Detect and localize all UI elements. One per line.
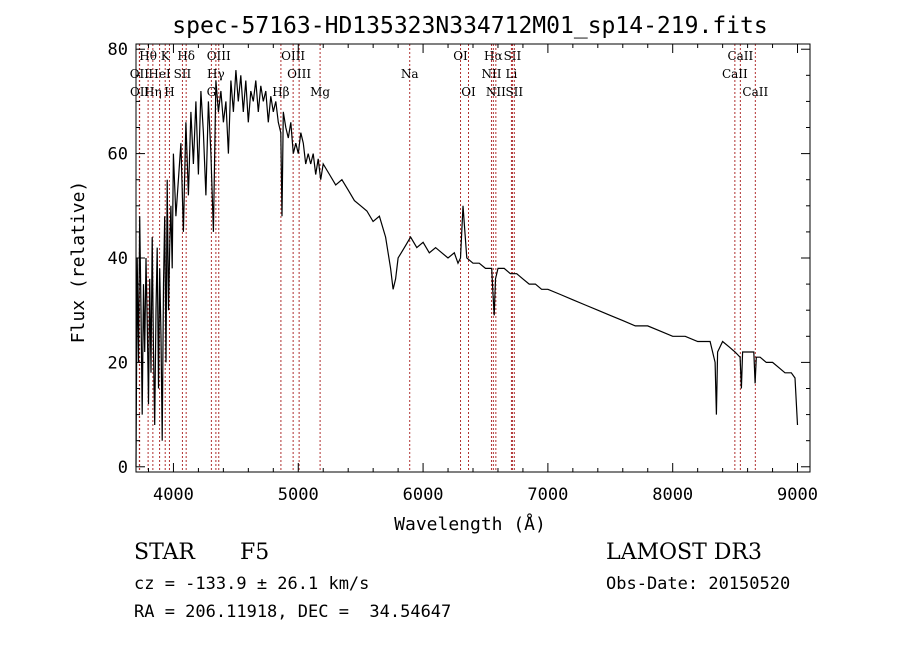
line-label-2: OII <box>130 85 150 99</box>
line-label-15: Mg <box>310 85 330 99</box>
object-subclass: F5 <box>240 540 270 565</box>
line-label-9: OIII <box>207 49 231 63</box>
line-label-23: Li <box>506 67 518 81</box>
axes: 4000 5000 6000 7000 8000 9000 0 20 40 60 80 <box>108 40 818 505</box>
x-tick-label-2: 6000 <box>403 485 444 505</box>
line-label-16: Na <box>401 67 419 81</box>
line-label-14: OIII <box>287 67 311 81</box>
x-tick-label-0: 4000 <box>153 485 194 505</box>
line-label-21: NII <box>486 85 506 99</box>
redshift-text: cz = -133.9 ± 26.1 km/s <box>134 574 370 594</box>
line-label-18: OI <box>461 85 476 99</box>
line-label-3: Hη <box>144 85 162 99</box>
line-label-25: CaII <box>727 49 753 63</box>
line-label-12: Hβ <box>272 85 289 99</box>
y-tick-label-4: 80 <box>108 40 128 60</box>
x-tick-label-5: 9000 <box>777 485 818 505</box>
line-label-13: OIII <box>281 49 305 63</box>
x-axis-label: Wavelength (Å) <box>394 513 546 535</box>
line-label-24: SII <box>505 85 523 99</box>
object-class: STAR <box>134 540 195 565</box>
y-tick-label-1: 20 <box>108 353 128 373</box>
line-label-17: OI <box>453 49 468 63</box>
line-label-27: CaII <box>742 85 768 99</box>
line-label-6: HeI <box>148 67 171 81</box>
y-tick-label-3: 60 <box>108 145 128 165</box>
spectrum-series <box>135 70 799 467</box>
plot-frame <box>135 43 811 473</box>
line-label-8: Hδ <box>177 49 195 63</box>
line-label-5: H <box>164 85 174 99</box>
survey-name: LAMOST DR3 <box>606 540 762 565</box>
y-tick-label-2: 40 <box>108 249 128 269</box>
line-label-20: NII <box>481 67 501 81</box>
line-label-10: Hγ <box>207 67 225 81</box>
line-label-11: G <box>207 85 217 99</box>
y-axis-label: Flux (relative) <box>68 181 89 344</box>
line-label-7: SII <box>174 67 192 81</box>
line-label-26: CaII <box>722 67 748 81</box>
chart-title: spec-57163-HD135323N334712M01_sp14-219.f… <box>172 13 767 39</box>
coordinates: RA = 206.11918, DEC = 34.54647 <box>134 602 452 622</box>
x-tick-label-1: 5000 <box>278 485 319 505</box>
line-label-19: Hα <box>484 49 503 63</box>
line-label-22: SII <box>504 49 522 63</box>
x-tick-label-3: 7000 <box>527 485 568 505</box>
line-label-0: Hθ <box>139 49 157 63</box>
line-label-4: K <box>161 49 171 63</box>
x-tick-label-4: 8000 <box>652 485 693 505</box>
spectrum-line-0 <box>135 70 799 467</box>
y-tick-label-0: 0 <box>118 458 128 478</box>
obs-date: Obs-Date: 20150520 <box>606 574 791 594</box>
